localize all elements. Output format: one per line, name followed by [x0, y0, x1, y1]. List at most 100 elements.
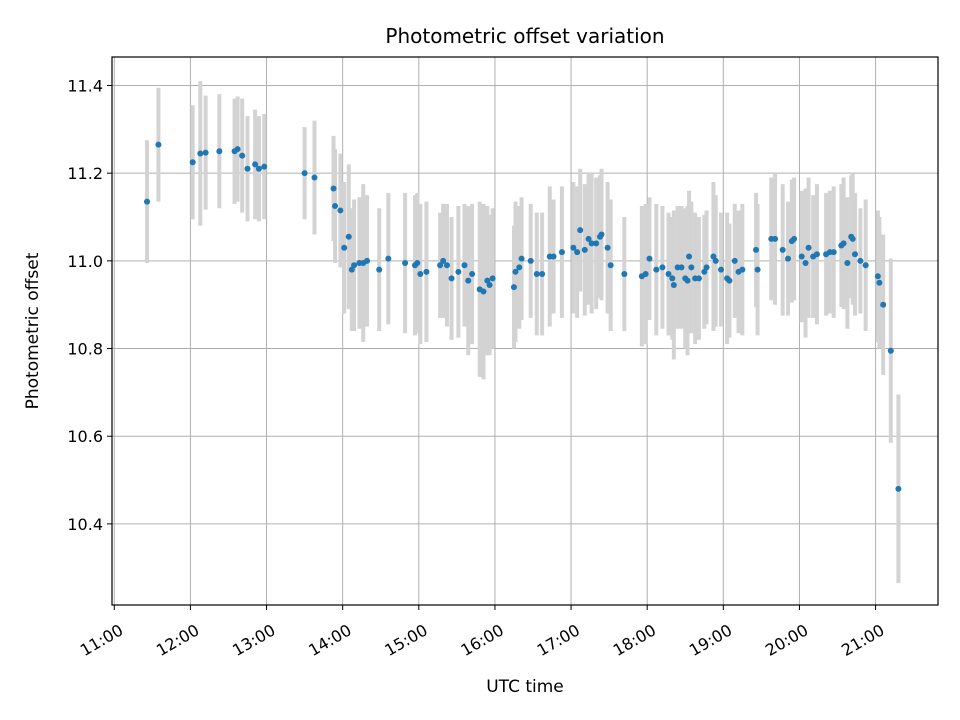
data-point [144, 198, 151, 205]
data-point [798, 253, 805, 260]
data-point [785, 255, 792, 262]
data-point [857, 257, 864, 264]
y-tick-label: 10.8 [67, 340, 103, 359]
data-point [598, 231, 605, 238]
data-point [581, 246, 588, 253]
y-tick-label: 11.0 [67, 252, 103, 271]
data-point [802, 260, 809, 267]
data-point [874, 273, 881, 280]
data-point [385, 255, 392, 262]
data-point [577, 227, 584, 234]
data-point [518, 255, 525, 262]
data-point [465, 277, 472, 284]
data-points [144, 141, 902, 492]
data-point [197, 150, 204, 157]
y-tick-label: 11.2 [67, 164, 103, 183]
data-point [588, 240, 595, 247]
data-point [486, 281, 493, 288]
data-point [844, 260, 851, 267]
data-point [345, 233, 352, 240]
data-point [311, 174, 318, 181]
data-point [593, 240, 600, 247]
data-point [739, 266, 746, 273]
data-point [189, 159, 196, 166]
x-axis-label: UTC time [486, 677, 564, 697]
data-point [216, 148, 223, 155]
data-point [754, 266, 761, 273]
data-point [527, 257, 534, 264]
data-point [402, 260, 409, 267]
chart-title: Photometric offset variation [385, 24, 664, 48]
data-point [252, 161, 259, 168]
data-point [830, 249, 837, 256]
data-point [585, 235, 592, 242]
data-point [653, 266, 660, 273]
data-point [239, 152, 246, 159]
plot-frame [111, 56, 939, 606]
data-point [510, 284, 517, 291]
data-point [461, 262, 468, 269]
data-point [351, 262, 358, 269]
data-point [646, 255, 653, 262]
data-point [489, 275, 496, 282]
data-point [376, 266, 383, 273]
data-point [604, 244, 611, 251]
data-point [423, 268, 430, 275]
data-point [642, 271, 649, 278]
data-point [862, 262, 869, 269]
data-point [443, 262, 450, 269]
data-point [455, 268, 462, 275]
data-point [155, 141, 162, 148]
data-point [448, 275, 455, 282]
data-point [364, 257, 371, 264]
data-point [558, 249, 565, 256]
data-point [880, 301, 887, 308]
y-tick-label: 10.4 [67, 515, 103, 534]
data-point [779, 246, 786, 253]
data-point [686, 253, 693, 260]
data-point [234, 146, 241, 153]
data-point [440, 257, 447, 264]
y-axis-ticks: 10.4 10.6 10.8 11.0 11.2 11.4 [67, 76, 112, 534]
data-point [840, 240, 847, 247]
data-point [330, 185, 337, 192]
data-point [607, 262, 614, 269]
data-point [703, 264, 710, 271]
data-point [255, 165, 262, 172]
data-point [261, 163, 268, 170]
data-point [480, 288, 487, 295]
data-point [678, 264, 685, 271]
data-point [805, 244, 812, 251]
data-point [688, 264, 695, 271]
data-point [718, 266, 725, 273]
y-axis-label: Photometric offset [23, 252, 43, 409]
data-point [684, 277, 691, 284]
data-point [665, 271, 672, 278]
data-point [695, 275, 702, 282]
data-point [887, 347, 894, 354]
data-point [731, 257, 738, 264]
data-point [414, 260, 421, 267]
data-point [337, 207, 344, 214]
data-point [669, 275, 676, 282]
data-point [772, 235, 779, 242]
data-point [533, 271, 540, 278]
data-point [341, 244, 348, 251]
data-point [244, 165, 251, 172]
data-point [791, 235, 798, 242]
data-point [512, 268, 519, 275]
data-point [570, 244, 577, 251]
y-tick-label: 11.4 [67, 76, 103, 95]
data-point [726, 277, 733, 284]
data-point [417, 271, 424, 278]
data-point [849, 235, 856, 242]
data-point [437, 262, 444, 269]
data-point [712, 257, 719, 264]
data-point [852, 251, 859, 258]
data-point [516, 264, 523, 271]
y-tick-label: 10.6 [67, 427, 103, 446]
data-point [813, 251, 820, 258]
data-point [621, 271, 628, 278]
data-point [574, 249, 581, 256]
